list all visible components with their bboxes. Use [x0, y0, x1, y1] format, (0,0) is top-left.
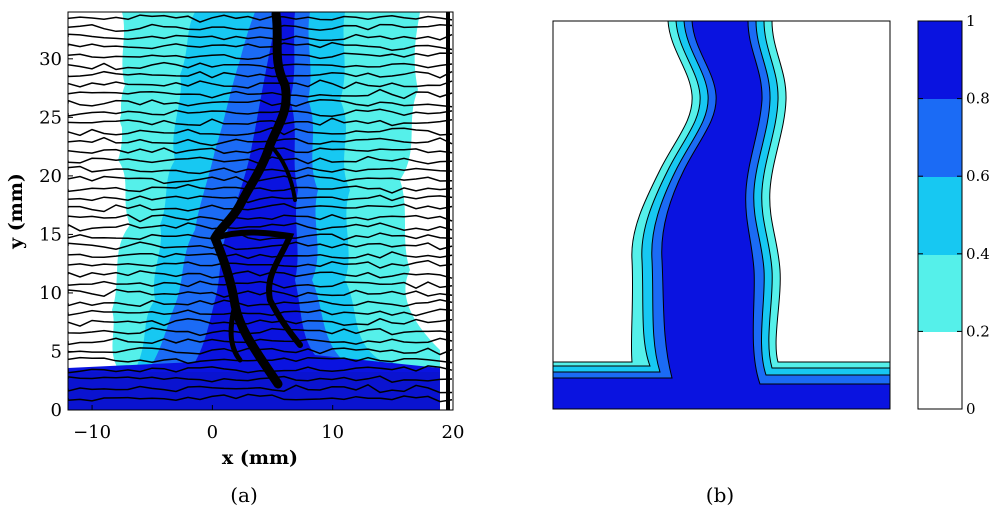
contour-line: [68, 231, 453, 241]
crack-branch: [228, 302, 243, 363]
panel-a: −10 0 10 20 0 5 10 15 20 25 30 x (mm) y (mm) (a): [5, 11, 464, 507]
contour-line: [68, 365, 453, 374]
x-tick-label: −10: [73, 422, 111, 443]
panel-a-ticks: −10 0 10 20 0 5 10 15 20 25 30: [39, 49, 464, 443]
panel-a-edge-bar: [446, 12, 450, 410]
y-tick-label: 0: [51, 400, 62, 421]
contour-line: [68, 288, 453, 298]
contour-line: [68, 155, 453, 165]
panel-b-caption: (b): [706, 483, 734, 507]
contour-line: [68, 214, 453, 223]
field-level-4: [68, 12, 440, 410]
colorbar-segment-3: [918, 177, 962, 255]
colorbar-segment-2: [918, 99, 962, 177]
contour-line: [68, 251, 453, 260]
contour-line: [68, 194, 453, 204]
contour-line: [68, 241, 453, 251]
colorbar-tick-label: 0.6: [966, 167, 989, 185]
field-base-band: [68, 372, 440, 410]
x-tick-label: 10: [321, 422, 344, 443]
contour-line: [68, 117, 453, 127]
panel-a-damage-field: [68, 12, 453, 410]
colorbar-ticks: 0 0.2 0.4 0.6 0.8 1: [918, 12, 989, 418]
y-tick-label: 25: [39, 107, 62, 128]
contour-line: [68, 14, 453, 23]
y-tick-label: 10: [39, 283, 62, 304]
colorbar-segment-4: [918, 255, 962, 332]
colorbar-tick-label: 0: [966, 400, 976, 418]
panel-a-ylabel: y (mm): [5, 173, 27, 250]
contour-line: [68, 375, 453, 383]
contour-line: [68, 383, 453, 394]
contour-line: [68, 308, 453, 317]
contour-line: [68, 33, 453, 41]
contour-line: [68, 203, 453, 213]
field-island: [365, 52, 415, 88]
colorbar-tick-label: 0.4: [966, 245, 989, 263]
contour-line: [68, 23, 453, 33]
contour-line: [68, 356, 453, 365]
contour-line: [68, 327, 453, 337]
contour-line: [68, 52, 453, 60]
colorbar-segment-5: [918, 332, 962, 409]
contour-line: [68, 136, 453, 147]
x-tick-label: 20: [442, 422, 465, 443]
contour-line: [68, 99, 453, 108]
field-island: [120, 100, 180, 140]
contour-line: [68, 61, 453, 71]
colorbar-frame: [917, 20, 963, 410]
contour-line: [68, 126, 453, 137]
crack-branch: [212, 229, 303, 348]
contour-line: [68, 259, 453, 269]
contour-lines: [68, 14, 453, 403]
colorbar-tick-label: 0.8: [966, 90, 989, 108]
y-tick-label: 5: [51, 341, 62, 362]
panel-a-axes-frame: [67, 11, 454, 411]
y-tick-label: 20: [39, 166, 62, 187]
contour-line: [68, 88, 453, 100]
x-tick-label: 0: [207, 422, 218, 443]
contour-line: [68, 393, 453, 403]
contour-line: [68, 299, 453, 308]
contour-line: [68, 108, 453, 117]
panel-b-axes-frame: [552, 20, 891, 410]
contour-line: [68, 147, 453, 155]
y-tick-label: 30: [39, 49, 62, 70]
panel-a-xlabel: x (mm): [222, 447, 298, 469]
colorbar-segment-1: [918, 21, 962, 99]
colorbar-tick-label: 0.2: [966, 322, 989, 340]
contour-line: [68, 317, 453, 327]
contour-line: [68, 270, 453, 279]
contour-line: [68, 41, 453, 51]
contour-line: [68, 222, 453, 232]
contour-line: [68, 165, 453, 175]
y-tick-label: 15: [39, 224, 62, 245]
contour-line: [68, 280, 453, 290]
panel-b: (b): [552, 20, 891, 507]
colorbar: 0 0.2 0.4 0.6 0.8 1: [917, 12, 989, 418]
crack-branch: [268, 143, 297, 202]
panel-a-caption: (a): [230, 483, 258, 507]
contour-line: [68, 79, 453, 90]
contour-line: [68, 70, 453, 79]
colorbar-tick-label: 1: [966, 12, 976, 30]
